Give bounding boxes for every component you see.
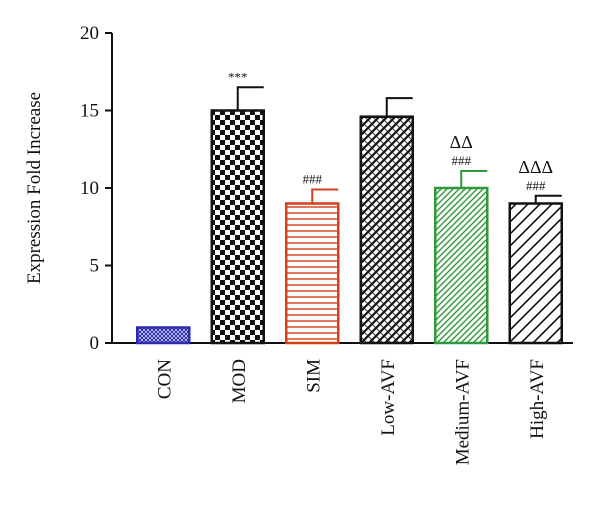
y-axis-ticks: 0 5 10 15 20 [80,23,112,354]
y-tick-label: 5 [90,256,100,277]
x-tick-label: Low-AVF [378,359,399,436]
bar-sim [285,202,340,345]
x-tick-label: Medium-AVF [452,359,473,465]
y-tick-label: 10 [80,178,99,199]
y-tick-label: 20 [80,23,99,44]
bars: ***######ΔΔ###ΔΔΔ [136,69,563,345]
x-axis-labels: CON MOD SIM Low-AVF Medium-AVF High-AVF [154,359,548,466]
x-tick-label: SIM [303,359,324,393]
axes [111,33,573,344]
bar-con [136,326,191,345]
y-tick-label: 0 [90,333,100,354]
significance-triangle-label: ΔΔΔ [518,157,553,177]
x-tick-label: MOD [229,359,250,403]
bar-high-avf [508,202,563,345]
significance-label: ### [303,172,323,187]
significance-label: *** [228,69,248,84]
bar-medium-avf [434,186,489,345]
y-axis-title: Expression Fold Increase [24,92,45,284]
bar-mod [210,109,265,345]
significance-label: ### [452,153,472,168]
y-tick-label: 15 [80,101,99,122]
bar-low-avf [359,115,414,345]
significance-triangle-label: ΔΔ [450,132,473,152]
x-tick-label: High-AVF [527,359,548,439]
significance-label: ### [526,178,546,193]
x-tick-label: CON [154,359,175,399]
